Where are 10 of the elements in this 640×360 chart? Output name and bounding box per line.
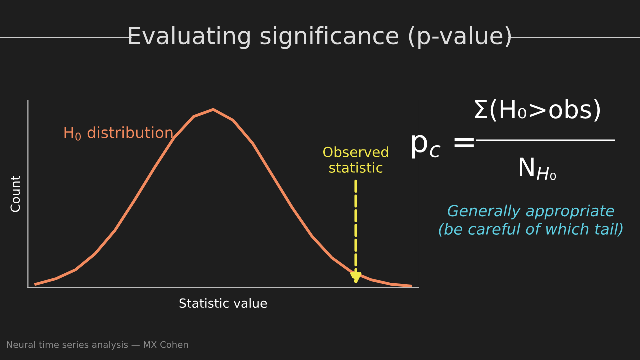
x-axis-title: Statistic value — [180, 298, 268, 308]
chart-title: Evaluating significance (p-value) — [129, 26, 512, 50]
text: Neural time series analysis — MX Cohen — [7, 341, 188, 350]
annotation: p$_{c}$ = — [412, 135, 474, 159]
y-axis-title: Count — [10, 176, 20, 212]
annotation: Observed statistic — [323, 146, 388, 173]
series-label: H$_{0}$ distribution — [64, 126, 173, 141]
text: Generally appropriate (be careful of which tail) — [439, 204, 623, 237]
text: N$_{H₀}$ — [520, 158, 556, 180]
text: Σ(H₀>obs) — [475, 100, 600, 122]
